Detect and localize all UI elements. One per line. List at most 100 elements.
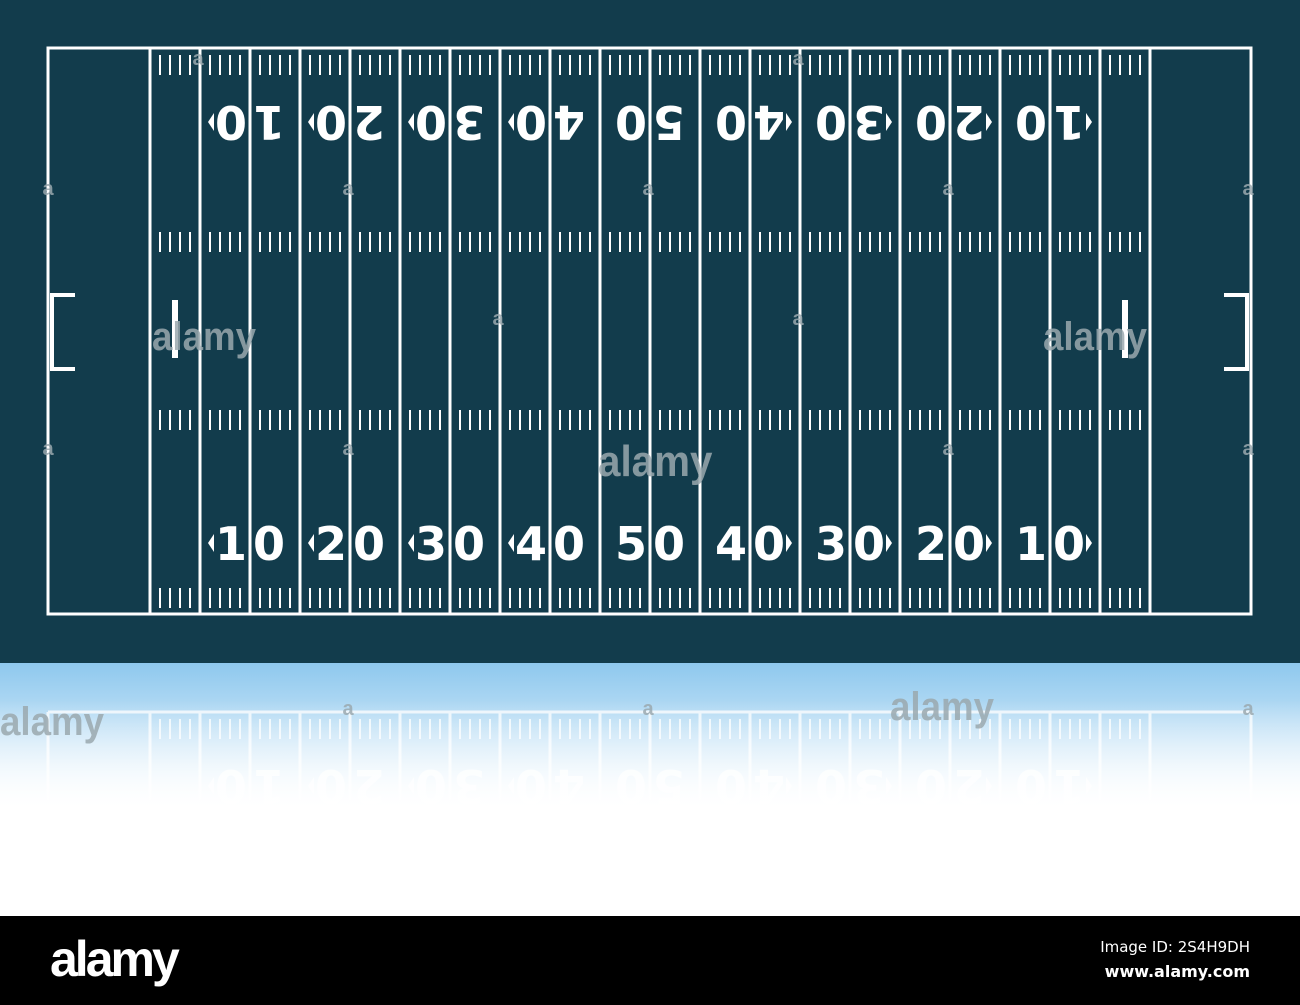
watermark-glyph: a	[192, 48, 204, 70]
yard-number-digit: 1	[1053, 95, 1085, 149]
yard-number-digit: 2	[953, 95, 985, 149]
yard-number-digit: 0	[215, 95, 247, 149]
direction-arrow-icon	[508, 113, 514, 131]
direction-arrow-icon	[1086, 113, 1092, 131]
yard-number-digit: 4	[715, 517, 747, 571]
direction-arrow-icon	[886, 113, 892, 131]
watermark-glyph: a	[1242, 438, 1254, 460]
yard-number-digit: 0	[615, 95, 647, 149]
direction-arrow-icon	[986, 113, 992, 131]
watermark-text: alamy	[152, 315, 257, 359]
yard-number-digit: 0	[453, 517, 485, 571]
yard-number-top: 20	[315, 95, 385, 149]
yard-number-digit: 0	[853, 517, 885, 571]
yard-number-digit: 4	[753, 95, 785, 149]
direction-arrow-icon	[208, 113, 214, 131]
yard-number-digit: 3	[415, 517, 447, 571]
yard-number-digit: 0	[315, 95, 347, 149]
yard-number-digit: 3	[453, 95, 485, 149]
yard-number-digit: 0	[415, 95, 447, 149]
yard-number-digit: 0	[915, 95, 947, 149]
yard-number-digit: 2	[315, 517, 347, 571]
yard-number-digit: 0	[253, 517, 285, 571]
yard-number-digit: 0	[953, 517, 985, 571]
yard-number-top: 20	[915, 95, 985, 149]
goal-post-left	[50, 293, 75, 371]
footer-bar: alamy Image ID: 2S4H9DH www.alamy.com	[0, 916, 1300, 1005]
yard-number-top: 40	[715, 95, 785, 149]
yard-number-digit: 0	[353, 517, 385, 571]
direction-arrow-icon	[408, 113, 414, 131]
direction-arrow-icon	[786, 113, 792, 131]
alamy-logo: alamy	[50, 931, 180, 987]
watermark-glyph: a	[1242, 698, 1254, 720]
watermark-glyph: a	[942, 178, 954, 200]
try-mark-right	[1122, 300, 1128, 358]
watermark-glyph: a	[1242, 178, 1254, 200]
direction-arrow-icon	[508, 534, 514, 552]
yard-number-digit: 0	[753, 517, 785, 571]
watermark-glyph: a	[792, 48, 804, 70]
watermark-glyph: a	[42, 438, 54, 460]
direction-arrow-icon	[308, 534, 314, 552]
yard-number-digit: 0	[515, 95, 547, 149]
watermark-glyph: a	[342, 178, 354, 200]
yard-number-digit: 0	[715, 95, 747, 149]
direction-arrow-icon	[208, 534, 214, 552]
yard-number-digit: 5	[653, 95, 685, 149]
yard-number-digit: 3	[815, 517, 847, 571]
image-id: Image ID: 2S4H9DH	[1100, 938, 1250, 956]
direction-arrow-icon	[986, 534, 992, 552]
yard-number-digit: 2	[353, 95, 385, 149]
yard-number-digit: 1	[215, 517, 247, 571]
direction-arrow-icon	[1086, 534, 1092, 552]
goal-post-right	[1224, 293, 1249, 371]
watermarks: alamy alamy alamy alamy alamy a a a a a a a a a a a a a a a…	[0, 48, 1254, 744]
direction-arrow-icon	[408, 534, 414, 552]
watermark-text: alamy	[890, 685, 995, 729]
direction-arrow-icon	[308, 113, 314, 131]
yard-number-digit: 3	[853, 95, 885, 149]
yard-number-digit: 0	[815, 95, 847, 149]
watermark-glyph: a	[342, 438, 354, 460]
yard-number-digit: 0	[1015, 95, 1047, 149]
watermark-text: alamy	[0, 700, 105, 744]
yard-number-top: 40	[515, 95, 585, 149]
yard-number-top: 50	[615, 95, 685, 149]
yard-number-digit: 1	[1015, 517, 1047, 571]
yard-number-digit: 0	[553, 517, 585, 571]
yard-number-digit: 2	[915, 517, 947, 571]
yard-number-digit: 0	[1053, 517, 1085, 571]
try-mark-left	[172, 300, 178, 358]
watermark-glyph: a	[792, 308, 804, 330]
site-url[interactable]: www.alamy.com	[1104, 962, 1250, 981]
watermark-glyph: a	[342, 698, 354, 720]
watermark-glyph: a	[942, 438, 954, 460]
reflection-fade	[0, 700, 1300, 812]
yard-number-digit: 0	[653, 517, 685, 571]
yard-number-top: 10	[1015, 95, 1085, 149]
watermark-glyph: a	[42, 178, 54, 200]
yard-number-top: 30	[415, 95, 485, 149]
yard-number-digit: 4	[553, 95, 585, 149]
yard-number-top: 10	[215, 95, 285, 149]
watermark-text: alamy	[1043, 315, 1148, 359]
watermark-glyph: a	[642, 698, 654, 720]
watermark-glyph: a	[492, 308, 504, 330]
yard-number-top: 30	[815, 95, 885, 149]
watermark-text: alamy	[598, 437, 713, 486]
watermark-glyph: a	[642, 178, 654, 200]
yard-number-digit: 4	[515, 517, 547, 571]
direction-arrow-icon	[786, 534, 792, 552]
